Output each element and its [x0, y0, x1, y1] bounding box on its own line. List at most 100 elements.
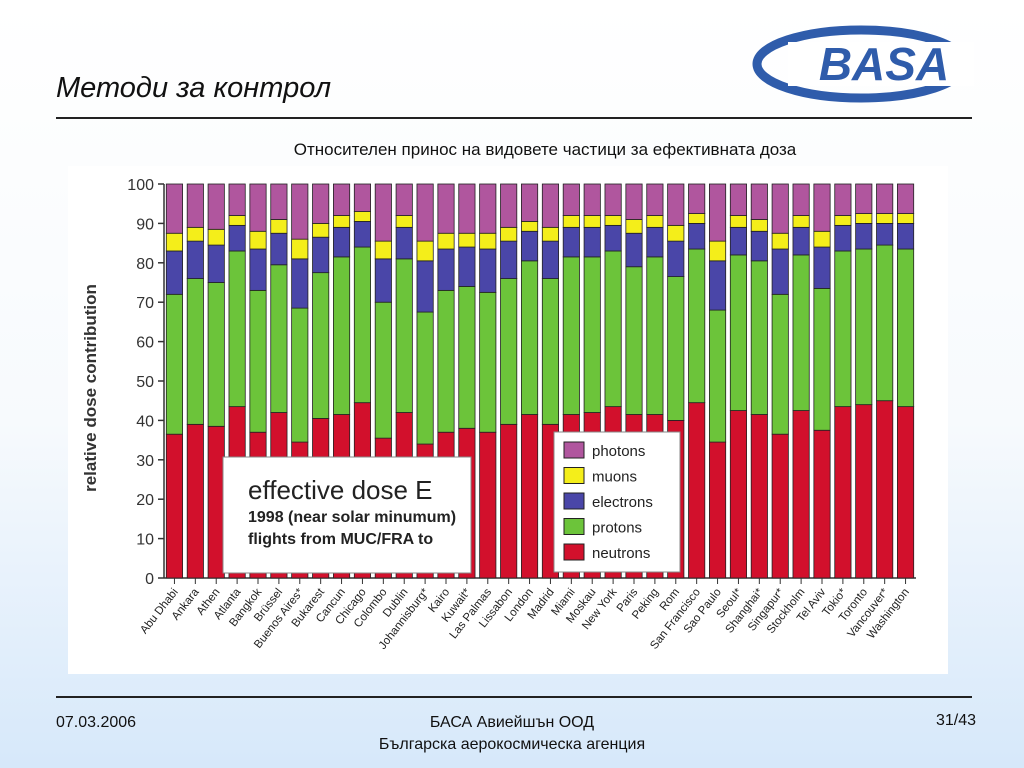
- bar-photons: [604, 183, 622, 216]
- bar-protons: [897, 248, 915, 408]
- bar-electrons: [771, 248, 789, 295]
- bar-photons: [521, 183, 539, 222]
- bar-protons: [353, 246, 371, 404]
- chart-panel: 0 10 20 30 40 50 60 70 80 90 100 Abu Dhabi Ankara At…: [68, 166, 948, 674]
- y-tick-label: 90: [136, 216, 154, 233]
- bar-neutrons: [771, 433, 789, 579]
- bar-neutrons: [186, 423, 204, 579]
- bar-photons: [228, 183, 246, 216]
- bar-neutrons: [207, 425, 225, 579]
- bar-muons: [437, 232, 455, 250]
- bar-protons: [228, 250, 246, 408]
- bar-photons: [792, 183, 810, 216]
- bar-photons: [249, 183, 267, 232]
- y-axis-label: relative dose contribution: [81, 284, 100, 492]
- bar-muons: [374, 240, 392, 260]
- bar-protons: [270, 264, 288, 413]
- bar-neutrons: [165, 433, 183, 579]
- bar-muons: [500, 226, 518, 242]
- bar-electrons: [437, 248, 455, 291]
- bar-electrons: [165, 250, 183, 295]
- bar-muons: [834, 215, 852, 226]
- bar-muons: [625, 219, 643, 234]
- bar-muons: [855, 213, 873, 224]
- bar-muons: [876, 213, 894, 224]
- bar-photons: [479, 183, 497, 234]
- footer-agency: Българска аерокосмическа агенция: [378, 736, 646, 753]
- bar-neutrons: [521, 414, 539, 579]
- bar-electrons: [374, 258, 392, 303]
- bar-muons: [562, 215, 580, 228]
- legend-label-neutrons: neutrons: [592, 545, 650, 562]
- bar-muons: [228, 215, 246, 226]
- bar-protons: [562, 256, 580, 415]
- bar-muons: [729, 215, 747, 228]
- bar-photons: [207, 183, 225, 230]
- bar-muons: [458, 232, 476, 248]
- bar-photons: [667, 183, 685, 226]
- bar-electrons: [792, 226, 810, 256]
- bar-protons: [813, 288, 831, 431]
- bar-muons: [521, 221, 539, 232]
- bar-photons: [186, 183, 204, 228]
- bar-muons: [165, 232, 183, 252]
- bar-electrons: [562, 226, 580, 258]
- bar-photons: [813, 183, 831, 232]
- legend-swatch-electrons: [563, 492, 585, 510]
- bar-photons: [353, 183, 371, 212]
- bar-electrons: [604, 224, 622, 252]
- footer-divider: [56, 696, 972, 698]
- bar-photons: [834, 183, 852, 216]
- bar-neutrons: [709, 441, 727, 579]
- bar-protons: [876, 244, 894, 402]
- bar-protons: [207, 282, 225, 427]
- bar-electrons: [207, 244, 225, 283]
- bar-protons: [521, 260, 539, 415]
- bar-photons: [374, 183, 392, 242]
- bar-muons: [249, 230, 267, 250]
- bar-photons: [897, 183, 915, 214]
- bar-electrons: [312, 236, 330, 274]
- bar-electrons: [541, 240, 559, 279]
- bar-electrons: [897, 223, 915, 250]
- bar-photons: [688, 183, 706, 214]
- bar-muons: [416, 240, 434, 262]
- bar-electrons: [291, 258, 309, 309]
- legend-swatch-photons: [563, 441, 585, 459]
- bar-neutrons: [750, 414, 768, 579]
- bar-neutrons: [876, 400, 894, 579]
- bar-protons: [416, 311, 434, 445]
- bar-protons: [437, 289, 455, 433]
- bar-photons: [312, 183, 330, 224]
- bar-electrons: [750, 230, 768, 262]
- bar-neutrons: [688, 402, 706, 579]
- bar-photons: [165, 183, 183, 234]
- bar-protons: [667, 276, 685, 421]
- footer-date: 07.03.2006: [56, 714, 137, 731]
- bar-protons: [333, 256, 351, 415]
- bar-muons: [270, 219, 288, 234]
- bar-protons: [583, 256, 601, 413]
- bar-protons: [834, 250, 852, 408]
- bar-electrons: [813, 246, 831, 289]
- bar-neutrons: [729, 410, 747, 579]
- bar-protons: [750, 260, 768, 415]
- y-tick-label: 20: [136, 492, 154, 509]
- annotation-line3: flights from MUC/FRA to: [248, 531, 433, 548]
- bar-electrons: [625, 232, 643, 268]
- bar-muons: [604, 215, 622, 226]
- bar-electrons: [667, 240, 685, 277]
- bar-photons: [395, 183, 413, 216]
- y-tick-label: 0: [145, 571, 154, 588]
- bar-protons: [688, 248, 706, 404]
- bar-muons: [541, 226, 559, 242]
- bar-neutrons: [834, 406, 852, 579]
- bar-photons: [437, 183, 455, 234]
- y-tick-label: 40: [136, 413, 154, 430]
- bar-protons: [395, 258, 413, 413]
- page-number: 31/43: [935, 712, 976, 729]
- bar-neutrons: [897, 406, 915, 579]
- bar-electrons: [709, 260, 727, 311]
- legend-swatch-neutrons: [563, 543, 585, 561]
- bar-muons: [646, 215, 664, 228]
